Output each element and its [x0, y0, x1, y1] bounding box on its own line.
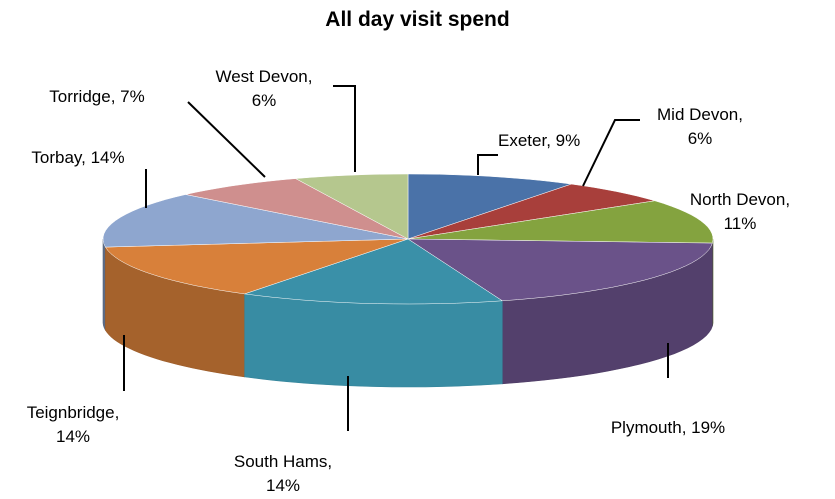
- data-label-plymouth: Plymouth, 19%: [611, 418, 725, 437]
- pie-slice-teignbridge: [104, 238, 409, 295]
- data-label-north-devon: North Devon, 11%: [690, 190, 790, 233]
- leader-line-torridge: [187, 101, 266, 178]
- leader-line-mid-devon: [582, 119, 640, 187]
- pie-slice-torridge: [185, 178, 409, 240]
- data-label-mid-devon: Mid Devon, 6%: [657, 105, 743, 148]
- pie-slice-south-hams: [244, 238, 504, 305]
- pie-slice-west-devon: [294, 173, 409, 240]
- data-label-teignbridge: Teignbridge, 14%: [27, 403, 120, 446]
- leader-line-west-devon: [333, 85, 356, 172]
- data-label-west-devon: West Devon, 6%: [215, 67, 312, 110]
- pie-slice-mid-devon: [407, 183, 655, 240]
- pie-side-south-hams: [244, 293, 503, 388]
- pie-slice-exeter: [407, 173, 572, 240]
- leader-line-exeter: [477, 154, 498, 175]
- pie-side-torbay: [102, 239, 106, 332]
- pie-slice-torbay: [102, 194, 409, 248]
- data-label-south-hams: South Hams, 14%: [234, 452, 332, 495]
- data-label-exeter: Exeter, 9%: [498, 131, 580, 150]
- data-label-torridge: Torridge, 7%: [49, 87, 144, 106]
- pie-slice-plymouth: [407, 238, 713, 302]
- chart-title: All day visit spend: [325, 8, 510, 31]
- pie-slice-north-devon: [407, 200, 714, 244]
- data-label-torbay: Torbay, 14%: [31, 148, 124, 167]
